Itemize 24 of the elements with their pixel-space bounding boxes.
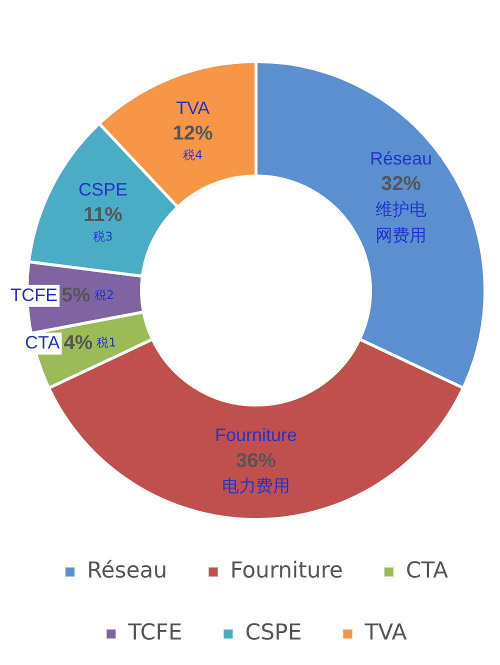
data-label: 5% [62,284,91,306]
text: 税1 [96,336,116,350]
legend-label: Réseau [86,558,168,584]
legend-label: CTA [406,558,448,584]
data-label: 4% [64,332,93,354]
slice-label: CTA [25,332,60,353]
slice-label: CSPE [78,179,128,200]
legend-label: CSPE [245,620,302,646]
text: 税2 [94,288,114,302]
data-label: 12% [172,122,214,144]
data-label: 32% [381,172,422,195]
slice-label: Réseau [370,148,432,168]
legend-label: TCFE [127,620,182,646]
legend-label: TVA [364,620,407,646]
data-label: 11% [84,204,123,226]
text: 维护电网费用 [376,200,427,246]
data-label: 36% [236,450,276,472]
text: 税3 [93,230,113,244]
legend-label: Fourniture [230,558,343,584]
slice-label: TVA [176,98,210,118]
text: 电力费用 [222,476,290,497]
text: 税4 [182,148,203,162]
slice-label: Fourniture [214,425,298,446]
slice-label: TCFE [10,284,58,305]
